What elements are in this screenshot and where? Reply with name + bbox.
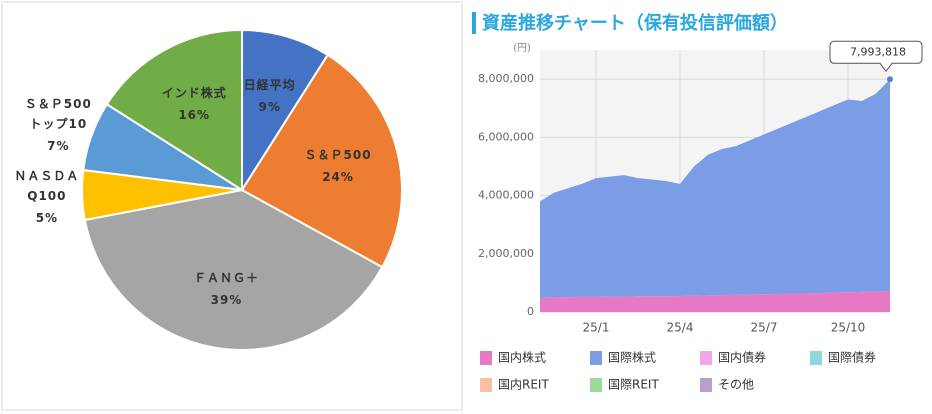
slice-label: ＦＡＮＧ＋ [193,270,259,285]
legend-swatch [480,351,492,365]
x-tick-label: 25/7 [751,321,778,335]
pie-slice [241,28,330,194]
slice-label: 日経平均 [243,77,296,92]
y-tick-label: 2,000,000 [478,247,534,260]
slice-label: インド株式 [161,86,227,101]
area [540,79,890,299]
slice-value: 9% [258,99,281,114]
callout [829,40,923,73]
legend-label: 国内株式 [498,350,546,365]
chart-title: 資産推移チャート（保有投信評価額） [482,12,788,34]
legend-label: 国内債券 [718,350,766,365]
pie-slice [83,188,384,351]
end-point [887,76,893,83]
y-tick-label: 6,000,000 [478,130,534,143]
slice-value: 39% [210,292,243,307]
title-bar [472,12,476,34]
slice-value: 16% [178,108,211,123]
y-axis-label: (円) [513,43,531,54]
pie-slice [240,53,403,269]
slice-label: ＮＡＳＤＡ Q100 [14,169,80,204]
legend-label: その他 [718,378,754,392]
x-tick-label: 25/1 [583,321,610,335]
pie-slice [105,28,243,192]
slice-value: 24% [322,170,354,185]
legend-swatch [590,351,602,365]
legend-swatch [590,378,602,392]
x-tick-label: 25/10 [831,321,866,335]
legend-label: 国内REIT [498,378,549,392]
slice-label: Ｓ＆Ｐ500 トップ10 [24,96,92,131]
legend-swatch [700,378,712,392]
legend-swatch [480,378,492,392]
y-tick-label: 4,000,000 [478,189,534,202]
area [540,291,890,312]
legend-label: 国際債券 [828,350,876,365]
legend-swatch [700,351,712,365]
slice-label: Ｓ＆Ｐ500 [304,148,372,163]
legend-swatch [810,351,822,365]
legend-label: 国際株式 [608,350,656,365]
x-tick-label: 25/4 [667,321,694,335]
slice-value: 7% [47,138,70,153]
legend-label: 国際REIT [608,378,659,392]
y-tick-label: 8,000,000 [478,72,534,85]
slice-value: 5% [35,211,59,226]
callout-label: 7,993,818 [850,45,906,58]
y-tick-label: 0 [527,305,534,318]
